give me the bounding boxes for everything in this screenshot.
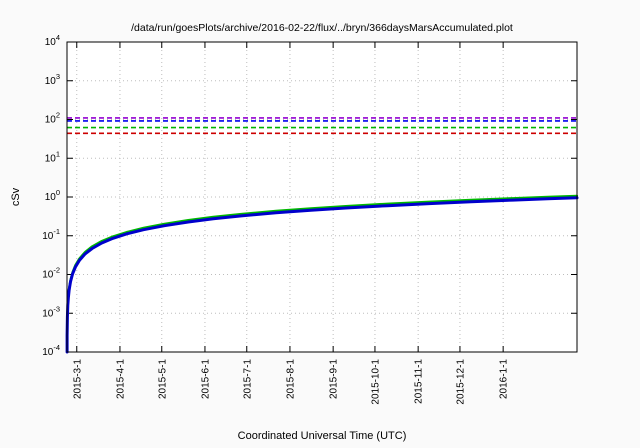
x-tick-label: 2015-5-1	[157, 359, 168, 399]
x-tick-label: 2015-8-1	[285, 359, 296, 399]
y-tick-label: 101	[45, 149, 60, 164]
plot-layers: 104 103 102 101 100 10-1 10-2 10-3 10-4 2015-3-1 2…	[42, 33, 579, 405]
x-axis-label: Coordinated Universal Time (UTC)	[238, 430, 407, 442]
x-tick-label: 2015-9-1	[329, 359, 340, 399]
y-tick-label: 102	[45, 111, 60, 126]
y-tick-label: 10-4	[42, 343, 60, 358]
x-tick-label: 2015-10-1	[370, 359, 381, 405]
y-tick-label: 103	[45, 72, 60, 87]
y-tick-label: 100	[45, 188, 60, 203]
x-tick-label: 2015-7-1	[242, 359, 253, 399]
plot-title: /data/run/goesPlots/archive/2016-02-22/f…	[131, 22, 513, 34]
y-tick-label: 10-3	[42, 304, 60, 319]
y-tick-label: 104	[45, 33, 60, 48]
x-tick-label: 2015-6-1	[200, 359, 211, 399]
accumulated-dose-blue	[65, 196, 579, 354]
x-tick-label: 2015-12-1	[455, 359, 466, 405]
y-axis-label: cSv	[10, 187, 22, 206]
plot-border	[66, 41, 578, 353]
x-tick-label: 2015-4-1	[115, 359, 126, 399]
x-tick-label: 2015-11-1	[414, 359, 425, 404]
x-tick-label: 2016-1-1	[499, 359, 510, 399]
y-tick-label: 10-1	[42, 227, 60, 242]
x-tick-label: 2015-3-1	[72, 359, 83, 399]
y-tick-label: 10-2	[42, 266, 60, 281]
